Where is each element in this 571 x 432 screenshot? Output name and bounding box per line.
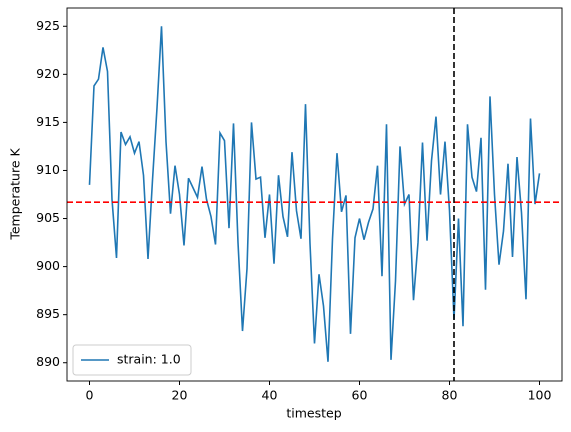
- y-tick-label: 900: [36, 258, 60, 273]
- y-axis-label: Temperature K: [8, 148, 23, 241]
- legend-box: [72, 344, 192, 376]
- legend-label: strain: 1.0: [117, 352, 181, 367]
- y-tick-label: 915: [36, 114, 60, 129]
- plot-frame: [66, 7, 563, 382]
- y-tick-label: 905: [36, 210, 60, 225]
- x-tick-label: 20: [172, 388, 188, 403]
- y-tick-label: 890: [36, 354, 60, 369]
- x-tick-label: 80: [442, 388, 458, 403]
- y-tick-label: 920: [36, 66, 60, 81]
- y-tick-label: 925: [36, 18, 60, 33]
- x-tick-label: 0: [86, 388, 94, 403]
- x-axis-label: timestep: [286, 406, 341, 421]
- y-tick-label: 910: [36, 162, 60, 177]
- x-tick-label: 100: [528, 388, 552, 403]
- x-tick-label: 40: [262, 388, 278, 403]
- x-tick-label: 60: [352, 388, 368, 403]
- y-tick-label: 895: [36, 306, 60, 321]
- data-line: [88, 26, 541, 362]
